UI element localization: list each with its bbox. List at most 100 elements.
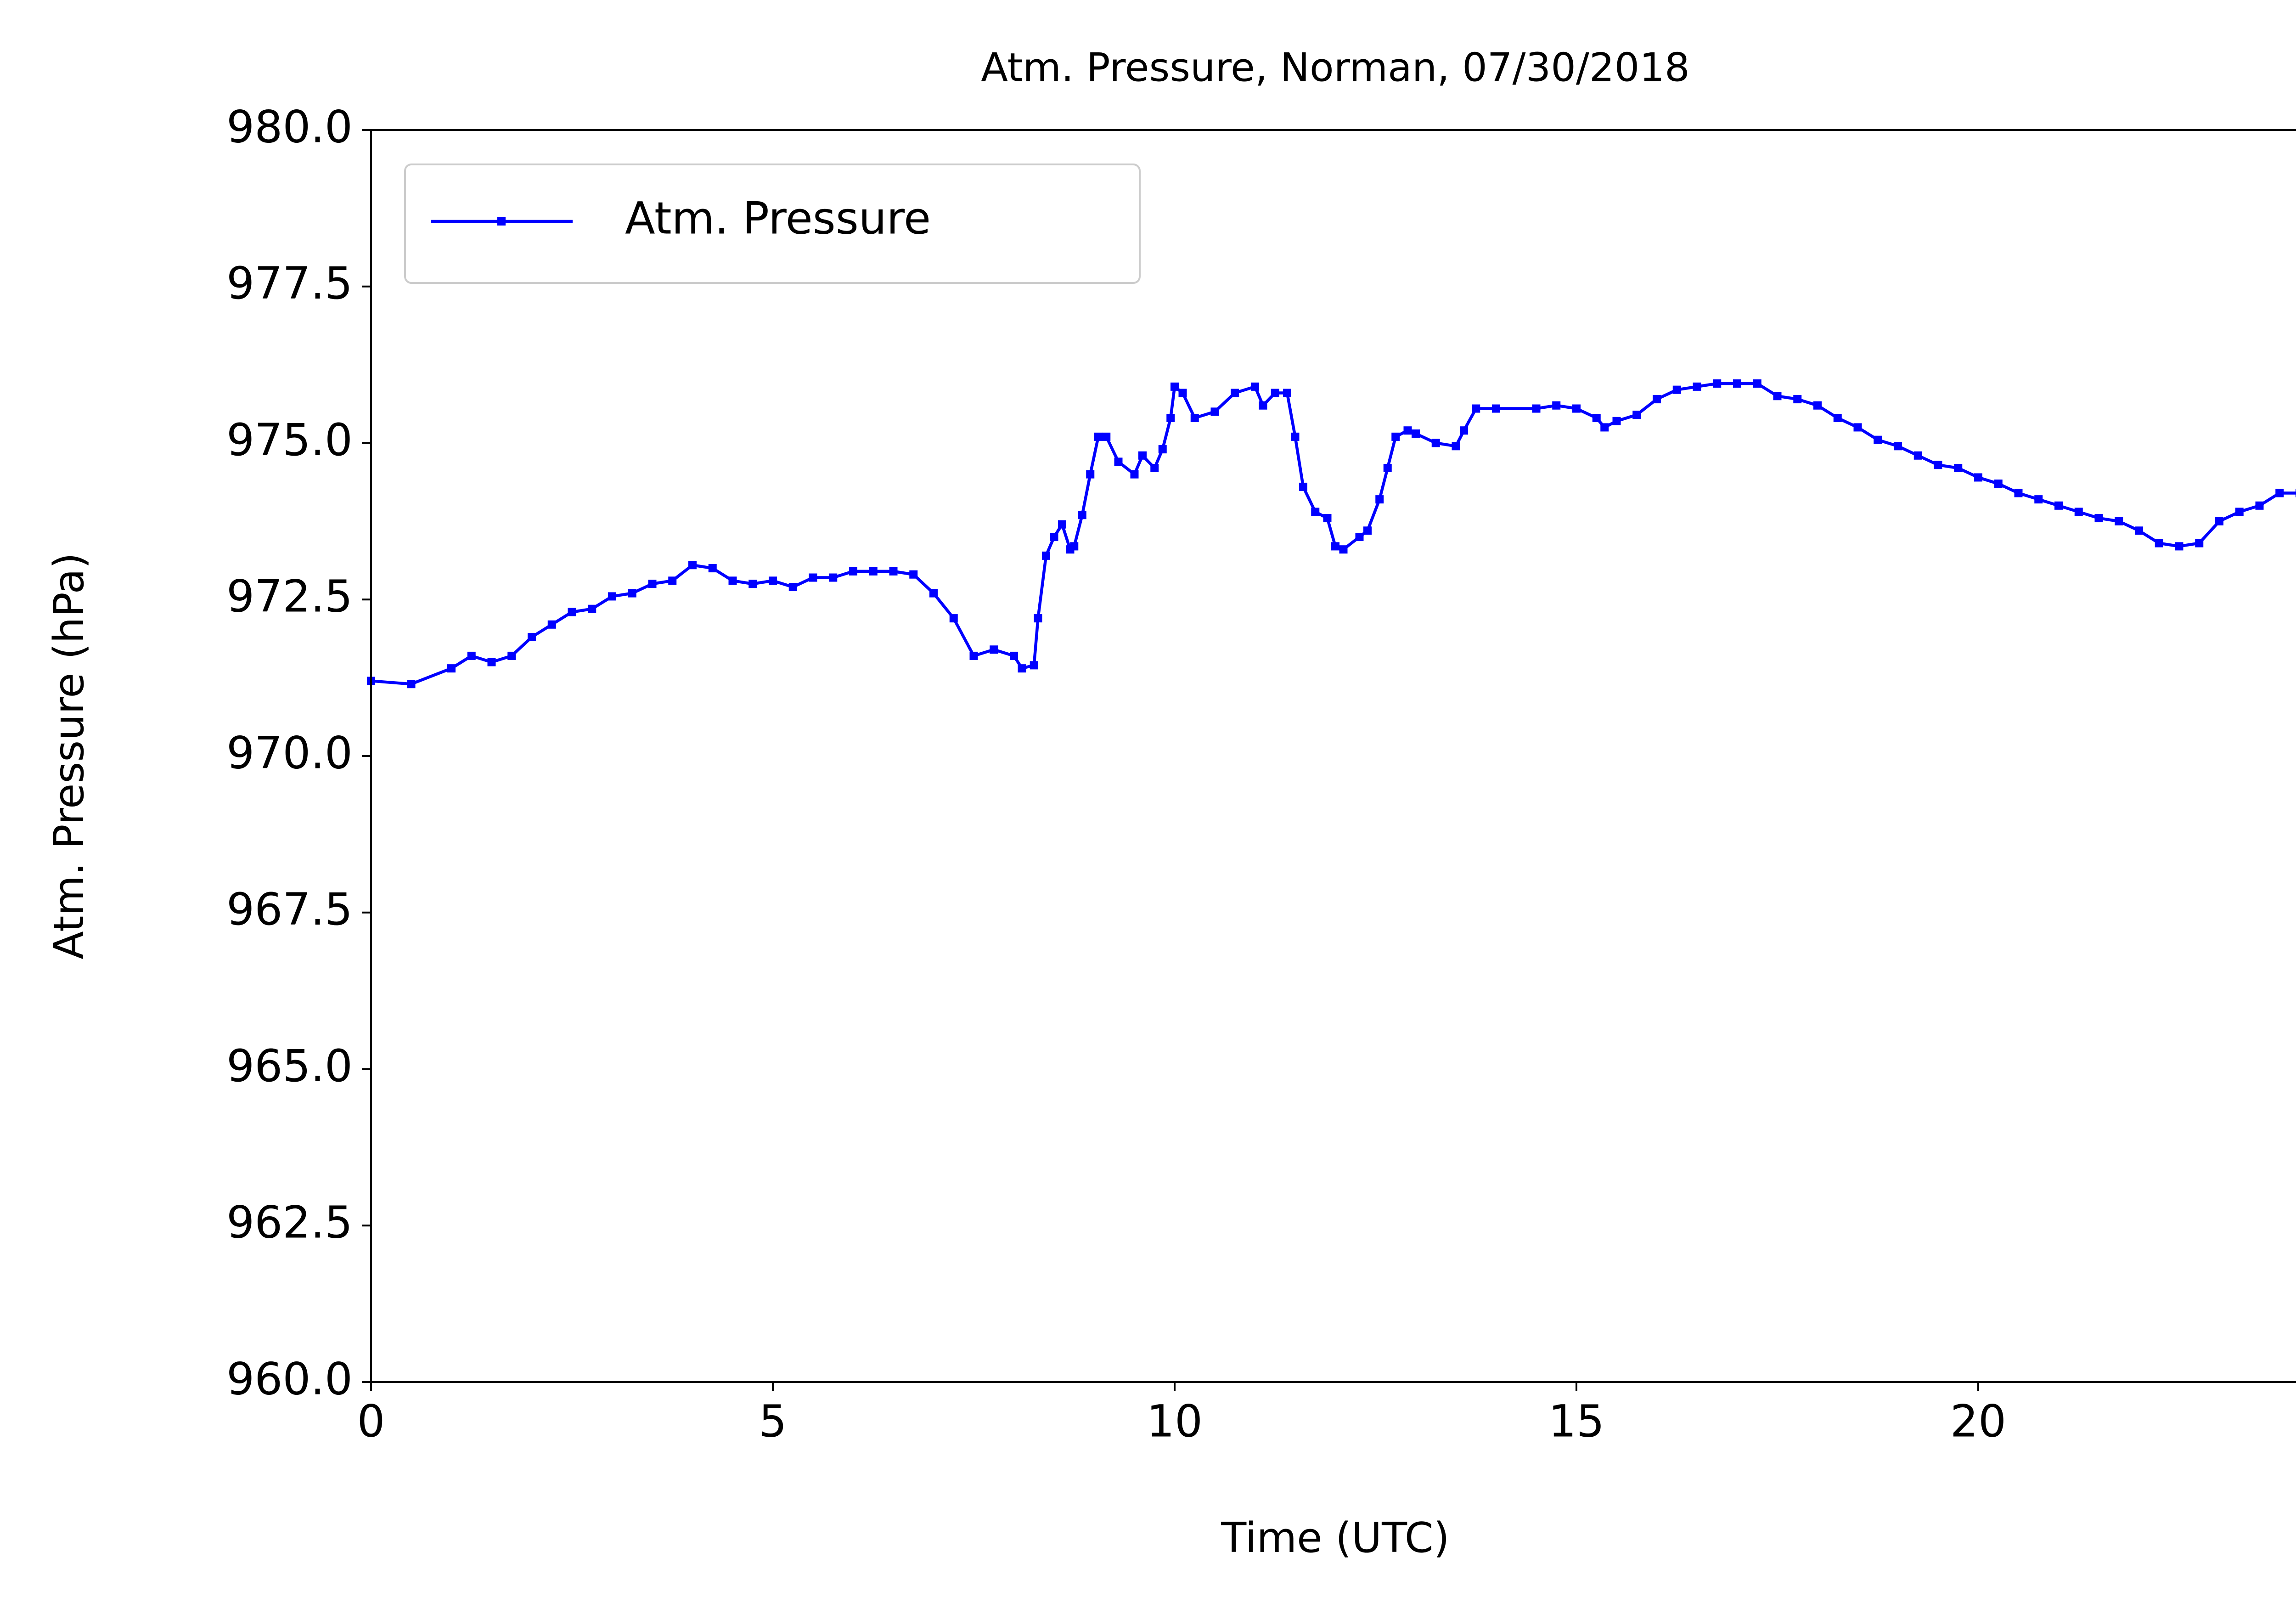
y-tick-label: 965.0 [226, 1040, 353, 1092]
point [507, 651, 516, 660]
x-axis-label: Time (UTC) [1221, 1514, 1450, 1562]
point [1259, 401, 1267, 410]
point [1291, 432, 1300, 441]
point [1042, 551, 1050, 560]
point [1954, 464, 1963, 473]
x-tick-label: 15 [1548, 1395, 1604, 1447]
point [1833, 413, 1842, 422]
point [1078, 511, 1086, 519]
point [969, 651, 978, 660]
y-tick-label: 970.0 [226, 727, 353, 779]
point [829, 573, 838, 582]
point [1813, 401, 1822, 410]
point [1412, 429, 1420, 438]
point [1653, 395, 1661, 404]
point [708, 564, 717, 573]
point [648, 580, 657, 588]
point [1572, 404, 1581, 413]
point [2014, 489, 2023, 497]
point [1994, 480, 2003, 488]
point [1672, 385, 1681, 394]
point [1102, 432, 1111, 441]
point [1632, 411, 1641, 419]
y-tick-label: 975.0 [226, 414, 353, 466]
point [1355, 532, 1364, 541]
point [889, 567, 898, 576]
point [2175, 542, 2183, 551]
point [1592, 413, 1601, 422]
point [1532, 404, 1541, 413]
point [1271, 389, 1279, 397]
point [2074, 508, 2083, 516]
point [1363, 526, 1372, 535]
point [487, 658, 496, 666]
y-axis-label: Atm. Pressure (hPa) [45, 553, 93, 959]
point [467, 651, 476, 660]
point [1050, 532, 1058, 541]
point [1251, 382, 1259, 391]
point [1552, 401, 1561, 410]
point [1452, 442, 1460, 451]
point [809, 573, 817, 582]
point [2094, 514, 2103, 523]
point [1874, 435, 1882, 444]
point [748, 580, 757, 588]
point [447, 664, 456, 673]
point [668, 576, 677, 585]
point [1375, 495, 1384, 504]
point [869, 567, 878, 576]
point [949, 614, 958, 623]
point [1693, 382, 1701, 391]
point [628, 589, 636, 598]
point [1331, 542, 1339, 551]
point [2115, 517, 2123, 525]
point [2135, 526, 2143, 535]
y-tick-label: 980.0 [226, 101, 353, 152]
legend-marker [497, 217, 506, 226]
point [1383, 464, 1392, 473]
point [1853, 423, 1862, 432]
point [2155, 539, 2163, 547]
x-tick-label: 10 [1147, 1395, 1203, 1447]
point [1178, 389, 1187, 397]
point [1753, 379, 1761, 388]
point [2054, 501, 2063, 510]
point [1010, 651, 1018, 660]
point [2235, 508, 2244, 516]
point [2195, 539, 2204, 547]
point [1612, 417, 1621, 425]
point [2255, 501, 2264, 510]
point [849, 567, 857, 576]
point [2034, 495, 2043, 504]
point [568, 608, 576, 616]
point [1130, 470, 1139, 479]
point [1773, 392, 1782, 401]
point [1171, 382, 1179, 391]
point [1460, 426, 1468, 435]
point [1158, 445, 1167, 454]
point [1086, 470, 1095, 479]
x-tick-label: 20 [1950, 1395, 2006, 1447]
point [2275, 489, 2284, 497]
point [1733, 379, 1741, 388]
point [1793, 395, 1802, 404]
point [1231, 389, 1239, 397]
point [1913, 451, 1922, 460]
point [1166, 413, 1175, 422]
point [1070, 542, 1079, 551]
point [728, 576, 737, 585]
point [1934, 461, 1942, 469]
point [990, 645, 998, 654]
point [909, 570, 918, 579]
y-tick-label: 960.0 [226, 1353, 353, 1405]
point [1472, 404, 1480, 413]
point [1391, 432, 1400, 441]
point [1034, 614, 1042, 623]
point [608, 592, 616, 601]
point [1018, 664, 1026, 673]
point [1323, 514, 1332, 523]
point [1299, 482, 1307, 491]
legend-box [404, 164, 1141, 284]
